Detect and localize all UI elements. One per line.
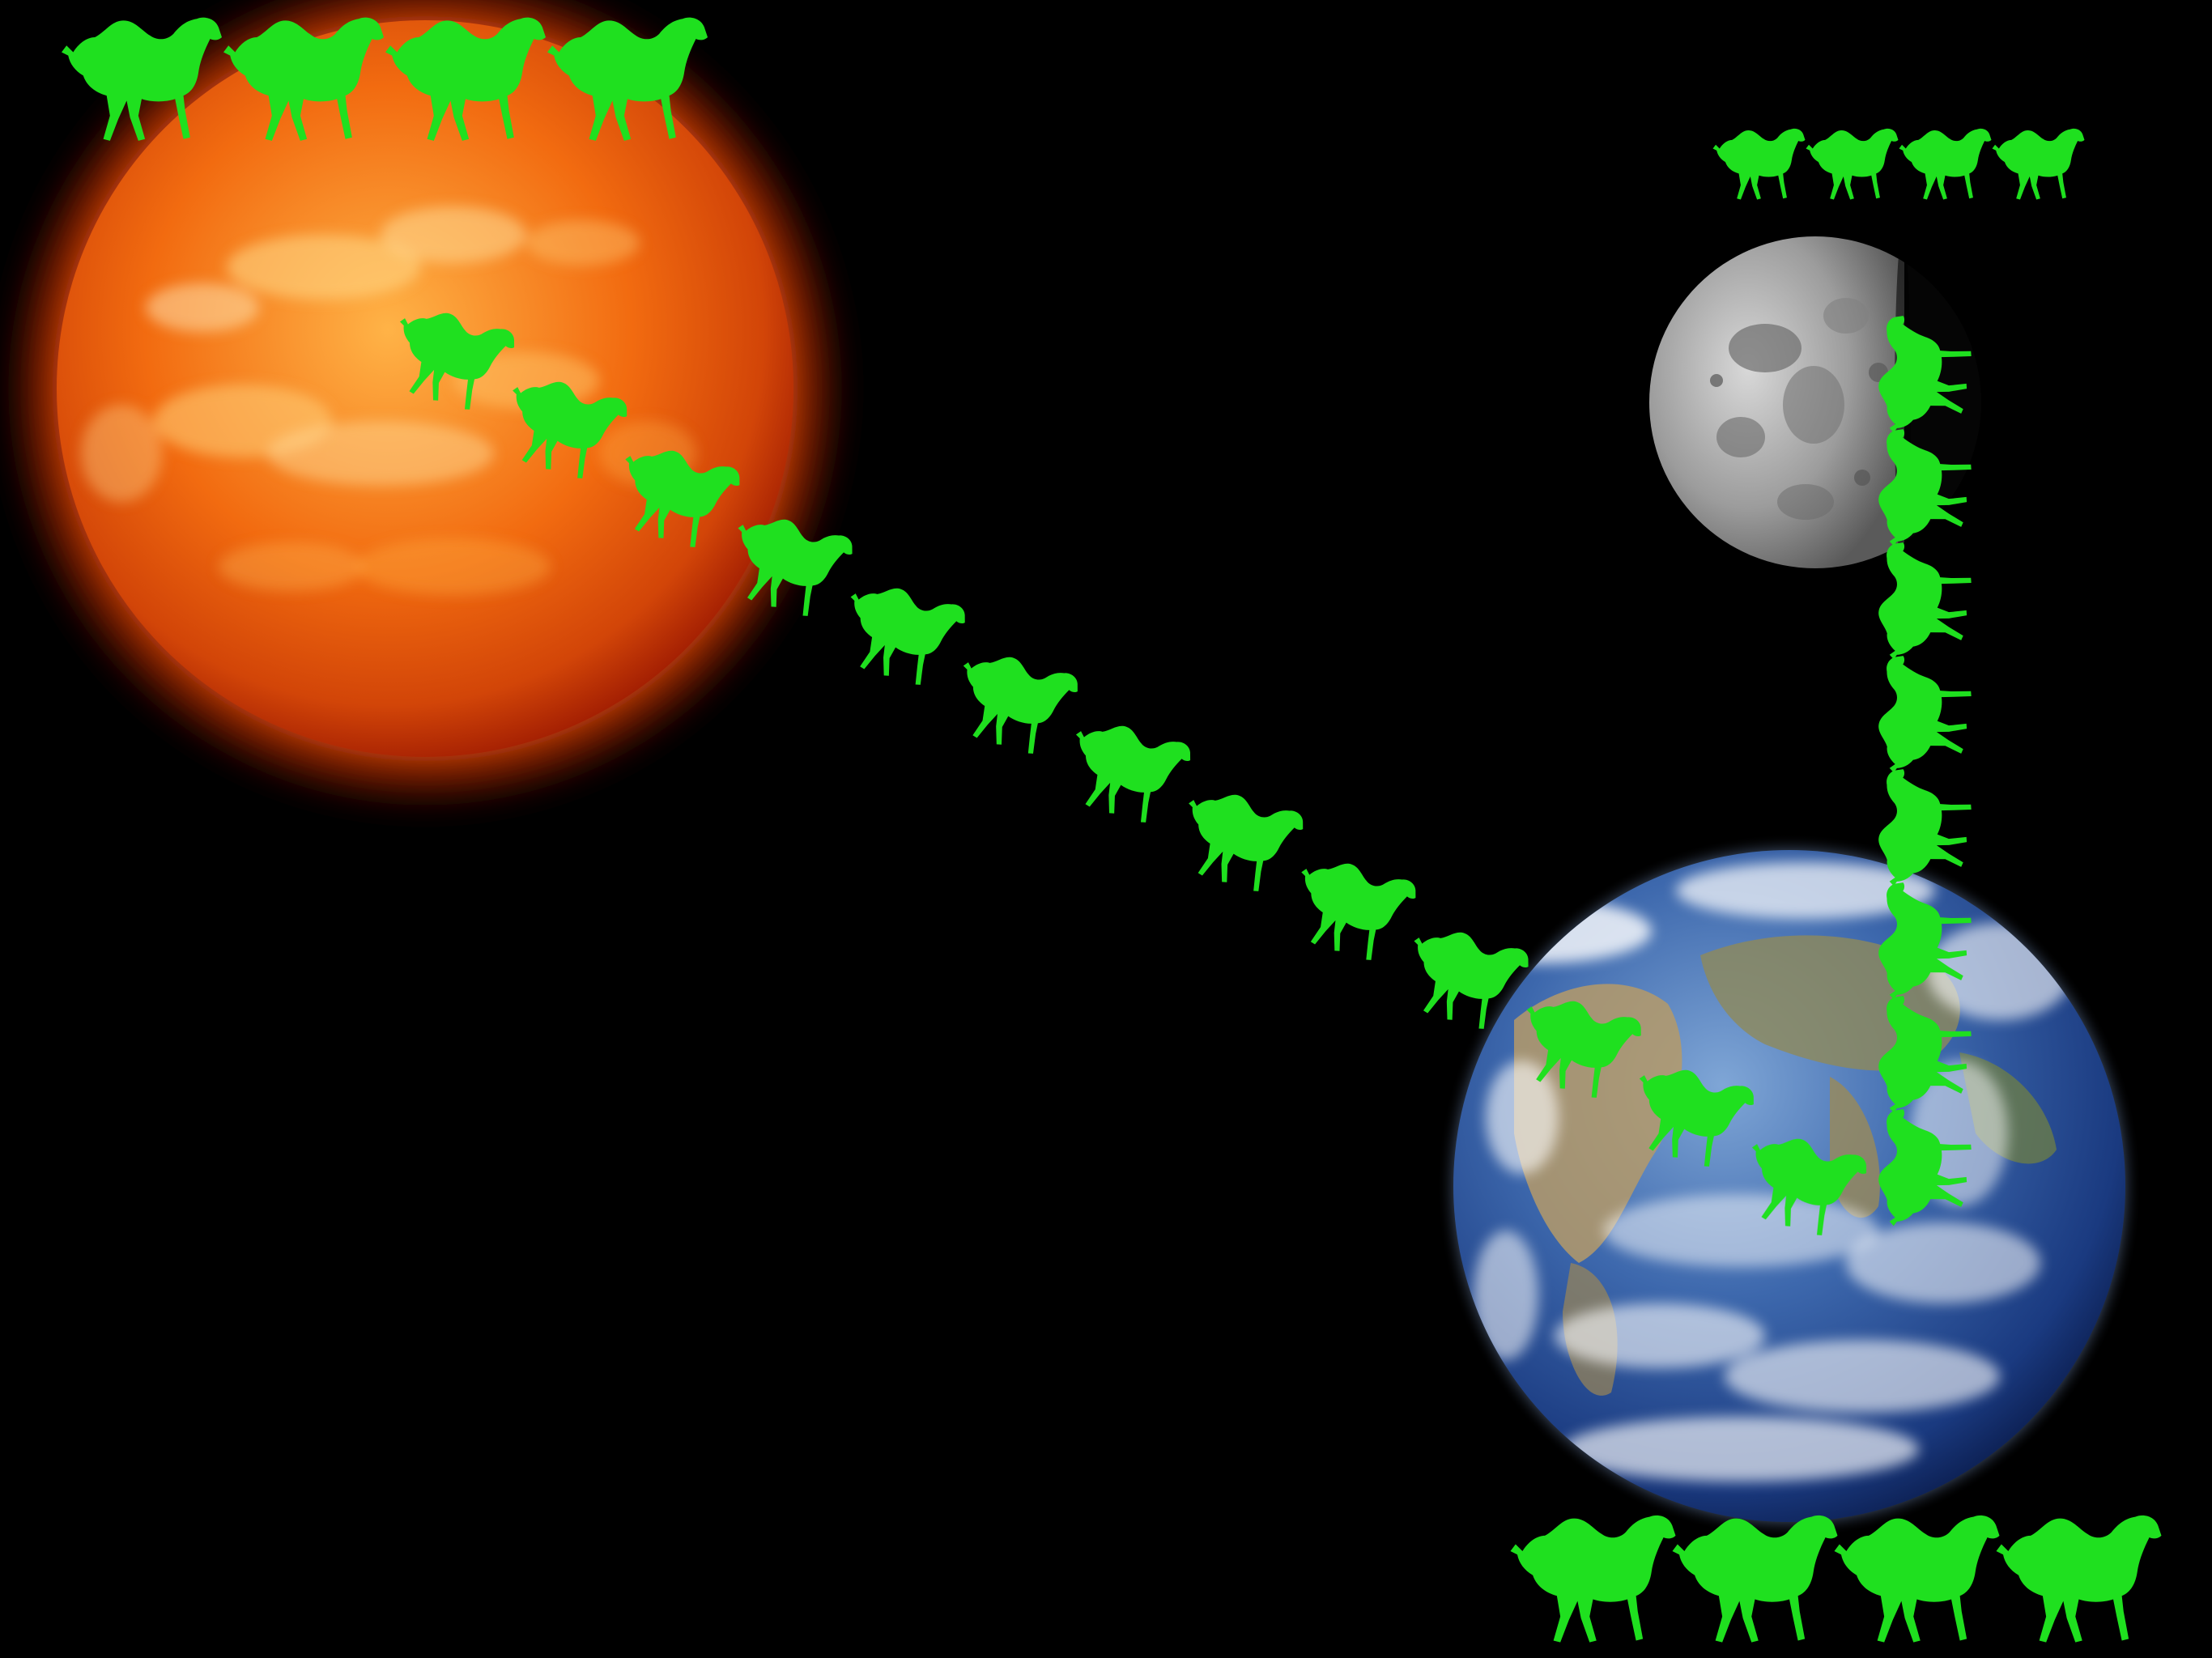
space-scene [0,0,2162,1643]
